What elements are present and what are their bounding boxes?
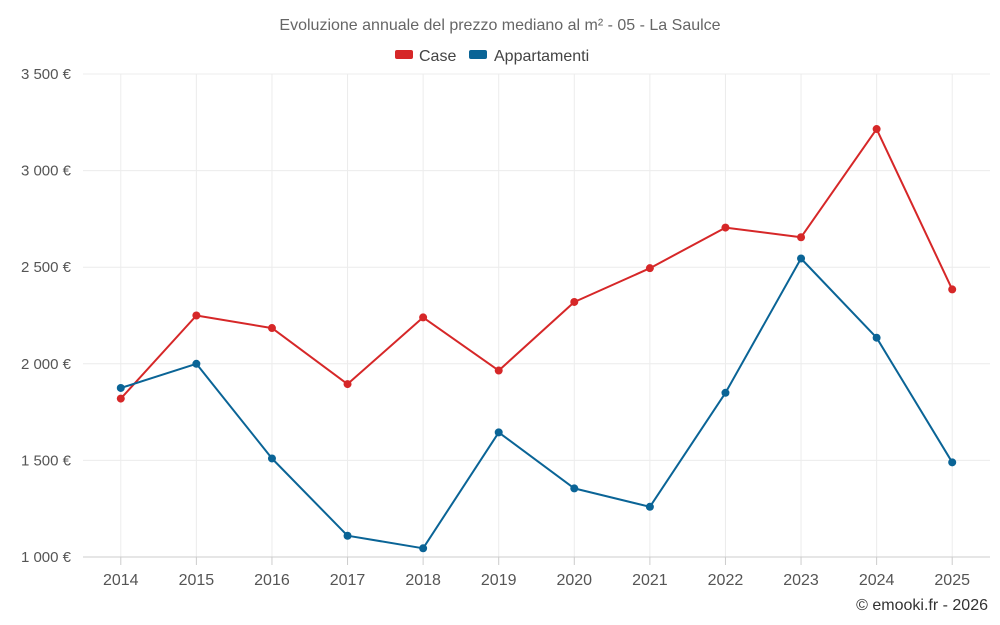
series [116, 125, 957, 553]
x-tick-label: 2021 [632, 572, 668, 589]
x-tick-label: 2014 [103, 572, 139, 589]
data-point-appartamenti[interactable] [948, 458, 957, 467]
legend-label-case: Case [419, 48, 456, 65]
data-point-appartamenti[interactable] [645, 502, 654, 511]
x-tick-label: 2015 [179, 572, 215, 589]
data-point-case[interactable] [645, 264, 654, 273]
series-line-appartamenti [120, 257, 954, 550]
data-point-case[interactable] [343, 380, 352, 389]
x-tick-label: 2016 [254, 572, 290, 589]
legend-label-appartamenti: Appartamenti [494, 48, 589, 65]
x-tick-label: 2025 [934, 572, 970, 589]
data-point-case[interactable] [721, 223, 730, 232]
data-point-appartamenti[interactable] [192, 359, 201, 368]
legend-item-appartamenti[interactable]: Appartamenti [469, 48, 589, 65]
y-tick-label: 1 500 € [21, 452, 72, 469]
x-tick-label: 2019 [481, 572, 517, 589]
y-tick-label: 2 500 € [21, 259, 72, 276]
legend-swatch-appartamenti [469, 50, 487, 59]
axes: 1 000 € 1 500 € 2 000 € 2 500 € 3 000 € 3 500… [21, 66, 990, 589]
series-line-case [120, 128, 954, 400]
y-tick-label: 2 000 € [21, 356, 72, 373]
x-tick-label: 2024 [859, 572, 895, 589]
data-point-appartamenti[interactable] [570, 484, 579, 493]
y-tick-label: 3 000 € [21, 163, 72, 180]
chart-title: Evoluzione annuale del prezzo mediano al… [279, 17, 720, 34]
grid [83, 73, 990, 557]
data-point-case[interactable] [116, 394, 125, 403]
data-point-case[interactable] [872, 125, 881, 134]
data-point-case[interactable] [797, 233, 806, 242]
data-point-appartamenti[interactable] [872, 333, 881, 342]
legend-item-case[interactable]: Case [395, 48, 456, 65]
data-point-appartamenti[interactable] [116, 383, 125, 392]
x-tick-label: 2022 [708, 572, 744, 589]
data-point-appartamenti[interactable] [267, 454, 276, 463]
data-point-case[interactable] [267, 324, 276, 333]
data-point-case[interactable] [570, 297, 579, 306]
legend: Case Appartamenti [395, 48, 589, 65]
x-tick-label: 2017 [330, 572, 366, 589]
data-point-appartamenti[interactable] [419, 544, 428, 553]
x-tick-label: 2023 [783, 572, 819, 589]
y-tick-label: 1 000 € [21, 549, 72, 566]
x-tick-label: 2020 [556, 572, 592, 589]
x-tick-label: 2018 [405, 572, 441, 589]
data-point-appartamenti[interactable] [721, 388, 730, 397]
y-tick-label: 3 500 € [21, 66, 72, 83]
data-point-appartamenti[interactable] [797, 254, 806, 263]
data-point-appartamenti[interactable] [494, 428, 503, 437]
legend-swatch-case [395, 50, 413, 59]
credit-text: © emooki.fr - 2026 [856, 597, 988, 614]
data-point-case[interactable] [192, 311, 201, 320]
data-point-case[interactable] [948, 285, 957, 294]
data-point-case[interactable] [494, 366, 503, 375]
data-point-case[interactable] [419, 313, 428, 322]
data-point-appartamenti[interactable] [343, 531, 352, 540]
